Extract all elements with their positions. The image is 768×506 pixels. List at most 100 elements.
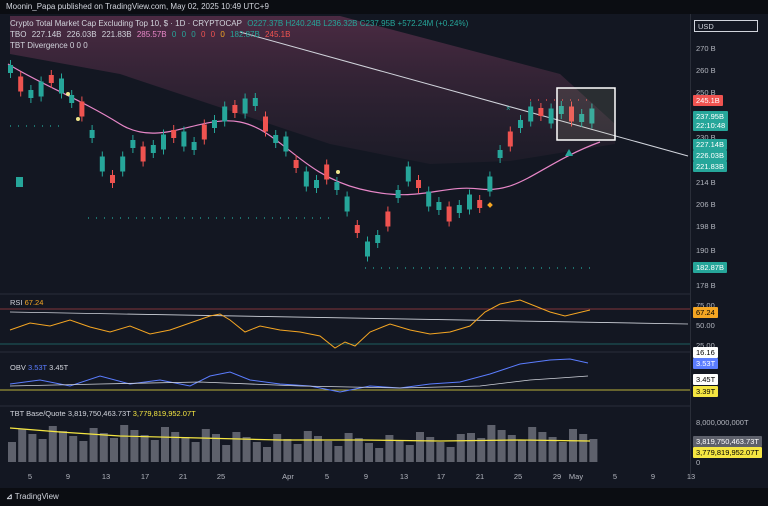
candle-body [130,140,136,148]
price-axis-label: 250 B [696,88,716,97]
tbt-bar [283,439,292,462]
candle-body [426,191,432,207]
candle-body [589,108,595,124]
candle-body [273,135,279,143]
tbt-bar [99,433,108,462]
candle-body [497,150,503,158]
currency-selector[interactable]: USD [694,20,758,32]
tbt-bar [334,446,343,462]
candle-body [171,130,177,138]
tbt-bar [28,434,37,462]
tbt-legend[interactable]: TBT Base/Quote 3,819,750,463.73T 3,779,8… [10,409,196,418]
candle-body [48,75,54,83]
time-axis-label: 5 [27,472,33,481]
tbt-bar [59,431,67,462]
tbt-bar [212,434,220,462]
tbt-bar [467,433,475,462]
candle-body [263,116,268,132]
tbt-bar [497,430,506,462]
price-tag-2: 226.03B [693,150,727,161]
tbo-legend[interactable]: TBO 227.14B 226.03B 221.83B 285.57B 0 0 … [10,30,293,40]
rsi-axis-50: 50.00 [696,321,715,330]
tbt-bars-group [8,425,598,462]
tbt-bar [395,440,404,462]
candle-body [528,106,534,122]
candle-body [548,108,554,124]
tbt-bar [538,432,547,462]
price-axis-label: 190 B [696,246,716,255]
tbt-tag-a: 3,819,750,463.73T [693,436,762,447]
candle-body [477,200,483,208]
tbt-bar [161,427,169,462]
time-axis[interactable]: 5 9 13 17 21 25 Apr 5 9 13 17 21 25 29 May 5 9 13 [0,470,695,482]
chart-canvas[interactable]: × [0,14,690,470]
tbt-bar [18,429,27,462]
tbt-bar [354,438,363,462]
tbt-bar [222,445,231,462]
tbo-v2: 226.03B [66,30,97,39]
tradingview-logo-icon: ⊿ [6,492,13,501]
candle-body [140,146,146,162]
tbo-v3: 221.83B [101,30,132,39]
trend-cloud [10,16,615,164]
tbt-bar [507,435,516,462]
time-axis-label: 13 [399,472,409,481]
price-axis-label: 178 B [696,281,716,290]
time-axis-label: 9 [650,472,656,481]
candle-body [283,136,289,152]
tbo-v11: 182.87B [230,30,260,39]
tbo-v5: 0 [171,30,177,39]
candle-body [181,131,187,147]
tbt-value-1: 3,819,750,463.73T [67,409,131,418]
tbt-bar [426,437,435,462]
tbt-bar [69,436,78,462]
candle-body [579,114,585,122]
symbol-legend[interactable]: Crypto Total Market Cap Excluding Top 10… [10,19,471,29]
candle-body [8,65,13,73]
rsi-trendline [9,311,689,325]
rsi-legend[interactable]: RSI 67.24 [10,298,43,307]
rsi-low-tag: 16.16 [693,347,718,358]
candle-body [59,78,64,94]
tbt-bar [181,437,190,462]
tbt-bar [303,431,312,462]
candle-body [252,98,258,106]
tbt-divergence-legend[interactable]: TBT Divergence 0 0 0 [10,41,88,50]
tbo-v1: 227.14B [31,30,62,39]
tbo-v6: 0 [181,30,187,39]
obv-signal [9,375,589,389]
tbt-bar [191,442,200,462]
candle-body [201,124,207,140]
time-axis-label: Apr [282,472,294,481]
tbt-bar [589,439,598,462]
tbt-bar [8,442,16,462]
candle-body [456,205,462,213]
buy-marker [16,177,23,187]
time-axis-label: 9 [363,472,369,481]
tbt-bar [130,430,139,462]
candle-body [79,101,85,117]
price-axis-label: 270 B [696,44,716,53]
tbt-bar [569,429,577,462]
time-axis-label: 17 [140,472,150,481]
trendline-resistance [239,31,689,157]
chart-area[interactable]: × Crypto Total Market Cap Excluding Top … [0,14,768,492]
candle-body [38,81,44,97]
brand-name: TradingView [14,492,59,501]
tbt-bar [171,432,180,462]
tbt-bar [528,427,537,462]
candle-body [99,156,105,172]
candle-body [416,180,421,188]
highlight-box [556,87,616,141]
obv-legend[interactable]: OBV 3.53T 3.45T [10,363,68,372]
symbol-title: Crypto Total Market Cap Excluding Top 10… [10,19,242,28]
candle-body [120,156,126,172]
tbo-v9: 0 [210,30,216,39]
price-axis-label: 214 B [696,178,716,187]
tbo-v7: 0 [191,30,196,39]
candle-body [242,98,248,114]
tbt-bar [38,439,47,462]
candle-body [18,76,24,92]
price-axis-label: 260 B [696,66,716,75]
